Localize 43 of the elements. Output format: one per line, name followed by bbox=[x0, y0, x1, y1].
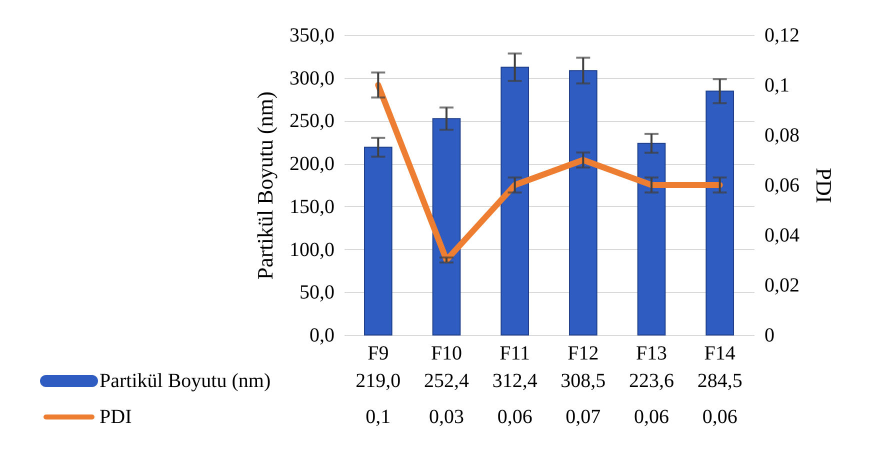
y-tick-label: 150,0 bbox=[290, 196, 334, 218]
data-label: 0,03 bbox=[429, 406, 464, 428]
y-tick-label: 100,0 bbox=[290, 238, 334, 261]
data-label: 284,5 bbox=[697, 370, 742, 392]
data-label: 312,4 bbox=[492, 370, 538, 392]
data-label: 0,06 bbox=[702, 406, 738, 428]
x-tick-label: F13 bbox=[636, 342, 668, 364]
x-tick-label: F14 bbox=[704, 342, 736, 364]
y-axis-title: Partikül Boyutu (nm) bbox=[252, 91, 278, 280]
y-tick-label: 350,0 bbox=[290, 24, 334, 46]
legend-label: Partikül Boyutu (nm) bbox=[100, 370, 271, 392]
y-tick-label: 50,0 bbox=[300, 282, 334, 304]
y2-tick-label: 0 bbox=[764, 324, 774, 346]
x-tick-label: F12 bbox=[568, 342, 599, 364]
y-tick-label: 250,0 bbox=[290, 110, 334, 132]
data-label: 252,4 bbox=[424, 370, 469, 392]
data-label: 0,07 bbox=[566, 406, 601, 428]
y-tick-label: 200,0 bbox=[290, 153, 334, 176]
x-tick-label: F9 bbox=[368, 342, 389, 364]
data-label: 223,6 bbox=[629, 370, 674, 392]
y2-tick-label: 0,12 bbox=[764, 24, 800, 46]
y2-tick-label: 0,1 bbox=[764, 74, 790, 96]
data-label: 0,1 bbox=[366, 406, 391, 428]
legend-label: PDI bbox=[100, 406, 132, 428]
y-tick-label: 300,0 bbox=[290, 67, 334, 90]
y2-tick-label: 0,04 bbox=[764, 224, 800, 246]
bar bbox=[706, 90, 734, 336]
data-label: 308,5 bbox=[560, 370, 606, 392]
data-label: 0,06 bbox=[634, 406, 669, 428]
bar bbox=[569, 70, 598, 336]
bar bbox=[364, 146, 392, 336]
y2-tick-label: 0,02 bbox=[764, 274, 800, 296]
data-label: 0,06 bbox=[497, 406, 532, 428]
y-tick-label: 0,0 bbox=[310, 324, 334, 346]
data-label: 219,0 bbox=[356, 370, 401, 392]
bar bbox=[637, 142, 666, 336]
y2-axis-title: PDI bbox=[812, 168, 836, 204]
y2-tick-label: 0,06 bbox=[764, 174, 800, 196]
bar bbox=[432, 118, 461, 336]
y2-tick-label: 0,08 bbox=[764, 124, 800, 146]
x-tick-label: F10 bbox=[430, 342, 462, 364]
bar bbox=[500, 66, 529, 336]
x-tick-label: F11 bbox=[500, 342, 530, 364]
